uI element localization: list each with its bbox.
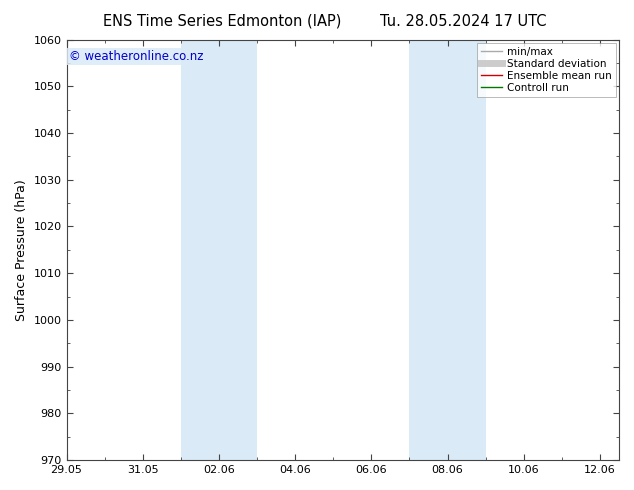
Legend: min/max, Standard deviation, Ensemble mean run, Controll run: min/max, Standard deviation, Ensemble me… <box>477 43 616 98</box>
Bar <box>410 40 486 460</box>
Text: Tu. 28.05.2024 17 UTC: Tu. 28.05.2024 17 UTC <box>380 14 546 29</box>
Text: ENS Time Series Edmonton (IAP): ENS Time Series Edmonton (IAP) <box>103 14 341 29</box>
Text: © weatheronline.co.nz: © weatheronline.co.nz <box>69 50 204 63</box>
Bar <box>181 40 257 460</box>
Y-axis label: Surface Pressure (hPa): Surface Pressure (hPa) <box>15 179 28 321</box>
